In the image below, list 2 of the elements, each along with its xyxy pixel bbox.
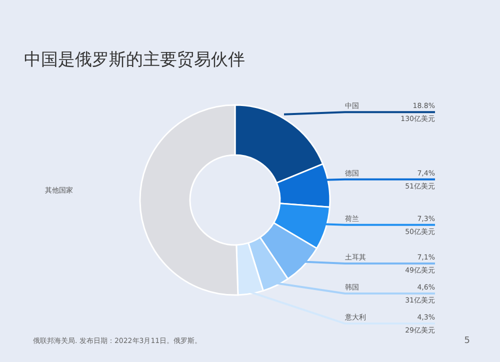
chart-title: 中国是俄罗斯的主要贸易伙伴: [24, 49, 245, 71]
text: 5: [464, 336, 470, 346]
